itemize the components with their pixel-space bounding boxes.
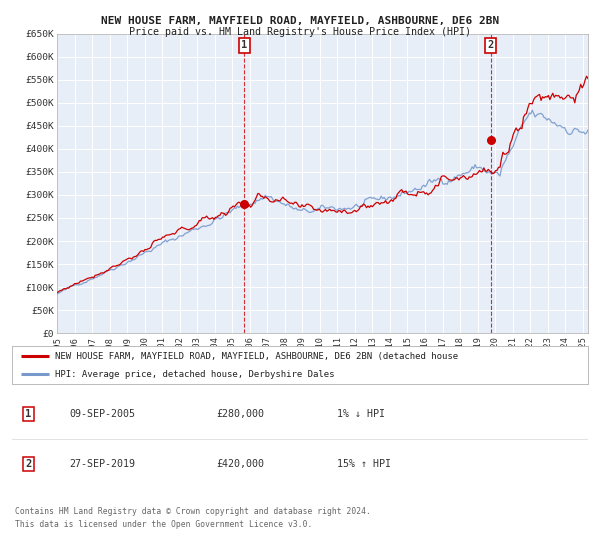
- Text: 1: 1: [25, 409, 31, 419]
- Text: 2: 2: [487, 40, 494, 50]
- Text: NEW HOUSE FARM, MAYFIELD ROAD, MAYFIELD, ASHBOURNE, DE6 2BN: NEW HOUSE FARM, MAYFIELD ROAD, MAYFIELD,…: [101, 16, 499, 26]
- Text: £420,000: £420,000: [217, 459, 265, 469]
- Text: 1% ↓ HPI: 1% ↓ HPI: [337, 409, 385, 419]
- Text: £280,000: £280,000: [217, 409, 265, 419]
- Text: 2: 2: [25, 459, 31, 469]
- Text: HPI: Average price, detached house, Derbyshire Dales: HPI: Average price, detached house, Derb…: [55, 370, 335, 379]
- Text: Contains HM Land Registry data © Crown copyright and database right 2024.: Contains HM Land Registry data © Crown c…: [15, 507, 371, 516]
- Text: 1: 1: [241, 40, 247, 50]
- Text: 27-SEP-2019: 27-SEP-2019: [70, 459, 136, 469]
- Text: 09-SEP-2005: 09-SEP-2005: [70, 409, 136, 419]
- Text: Price paid vs. HM Land Registry's House Price Index (HPI): Price paid vs. HM Land Registry's House …: [129, 27, 471, 37]
- Text: 15% ↑ HPI: 15% ↑ HPI: [337, 459, 391, 469]
- Text: This data is licensed under the Open Government Licence v3.0.: This data is licensed under the Open Gov…: [15, 520, 313, 529]
- Text: NEW HOUSE FARM, MAYFIELD ROAD, MAYFIELD, ASHBOURNE, DE6 2BN (detached house: NEW HOUSE FARM, MAYFIELD ROAD, MAYFIELD,…: [55, 352, 458, 361]
